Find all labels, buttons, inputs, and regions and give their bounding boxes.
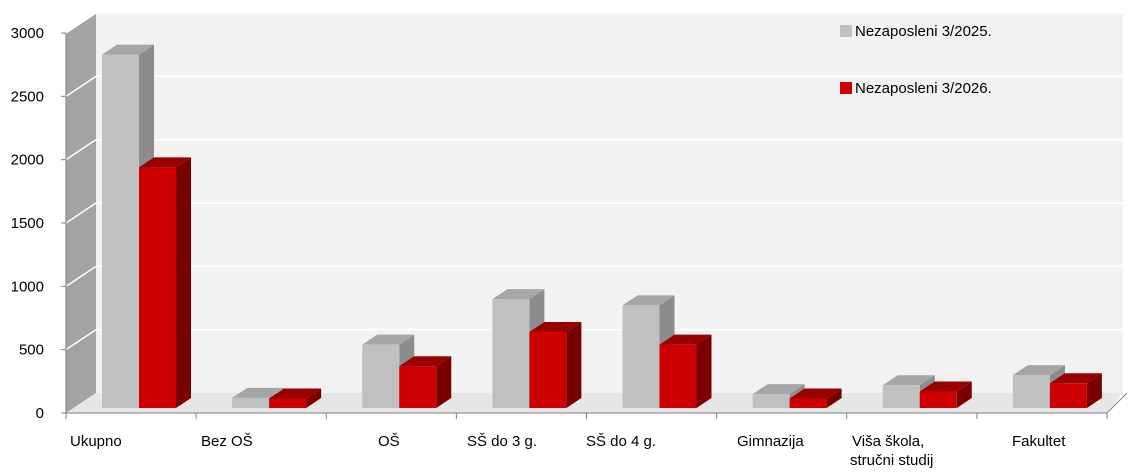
y-tick-label: 0	[36, 405, 44, 422]
bar-front	[139, 167, 176, 408]
bar-side	[176, 157, 191, 408]
legend-swatch	[840, 25, 852, 37]
y-tick-label: 1500	[11, 215, 44, 232]
x-category-label: Gimnazija	[737, 433, 804, 450]
y-tick-label: 3000	[11, 25, 44, 42]
x-category-label: Fakultet	[1012, 433, 1066, 450]
y-tick-label: 500	[19, 342, 44, 359]
bar-front	[232, 398, 269, 408]
bar-front	[753, 394, 790, 408]
bar-2026	[399, 356, 451, 408]
bar-front	[1050, 383, 1087, 408]
bar-front	[529, 332, 566, 408]
bar-side	[697, 335, 712, 408]
bar-front	[623, 305, 660, 408]
y-tick-label: 2000	[11, 152, 44, 169]
bar-front	[102, 55, 139, 408]
bar-2026	[1050, 373, 1102, 408]
x-category-labels: Ukupno Bez OŠ OŠ SŠ do 3 g. SŠ do 4 g. Gimnaz…	[70, 433, 1066, 469]
bar-front	[1013, 375, 1050, 408]
x-category-label: SŠ do 4 g.	[586, 433, 656, 450]
x-category-label: Viša škola,	[852, 433, 924, 450]
y-tick-label: 2500	[11, 88, 44, 105]
bar-front	[399, 366, 436, 408]
bar-front	[492, 299, 529, 408]
x-category-label: Bez OŠ	[201, 433, 253, 450]
y-tick-labels: 0 500 1000 1500 2000 2500 3000	[11, 25, 44, 422]
x-category-label: SŠ do 3 g.	[467, 433, 537, 450]
bar-side	[566, 322, 581, 408]
legend-label: Nezaposleni 3/2025.	[855, 23, 992, 40]
bar-2026	[139, 157, 191, 408]
legend-swatch	[840, 82, 852, 94]
x-category-label: Ukupno	[70, 433, 122, 450]
legend-label: Nezaposleni 3/2026.	[855, 80, 992, 97]
bar-front	[883, 385, 920, 408]
bar-front	[269, 399, 306, 409]
bar-front	[660, 345, 697, 408]
bar-front	[920, 392, 957, 408]
bar-2026	[529, 322, 581, 408]
bar-2026	[660, 335, 712, 408]
chart-walls	[66, 13, 1123, 413]
bar-front	[362, 345, 399, 408]
y-tick-label: 1000	[11, 278, 44, 295]
x-category-label: stručni studij	[850, 452, 933, 469]
x-category-label: OŠ	[378, 433, 400, 450]
bar-front	[790, 399, 827, 409]
